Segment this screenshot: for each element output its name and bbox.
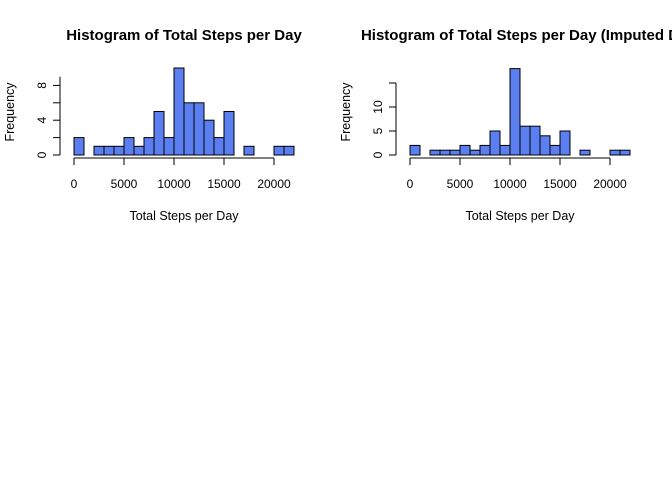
histogram-bar	[529, 125, 541, 156]
histogram-panel-raw: Histogram of Total Steps per Day Frequen…	[3, 27, 302, 223]
y-tick-label: 0	[35, 151, 49, 158]
histogram-bar	[459, 144, 471, 156]
histogram-bar	[243, 145, 255, 156]
histogram-bar	[133, 145, 145, 156]
histogram-bar	[429, 149, 441, 156]
histogram-bar	[223, 111, 235, 156]
histogram-bar	[479, 144, 491, 156]
histogram-bar	[619, 149, 631, 156]
y-axis: 0 4 8	[35, 76, 61, 158]
x-tick-label: 5000	[111, 177, 138, 191]
y-tick-label: 10	[371, 100, 385, 114]
histogram-bar	[519, 125, 531, 156]
y-tick-label: 4	[35, 117, 49, 124]
chart-title: Histogram of Total Steps per Day	[66, 27, 302, 44]
histogram-bar	[123, 137, 135, 156]
histogram-bar	[449, 149, 461, 156]
x-tick-label: 5000	[447, 177, 474, 191]
y-axis-label: Frequency	[3, 82, 17, 142]
y-axis-label: Frequency	[339, 82, 353, 142]
histogram-bar	[579, 149, 591, 156]
x-tick-label: 0	[71, 177, 78, 191]
histogram-bar	[539, 135, 551, 156]
x-axis-label: Total Steps per Day	[465, 209, 575, 223]
x-axis-label: Total Steps per Day	[129, 209, 239, 223]
x-tick-label: 10000	[493, 177, 527, 191]
bars-group	[73, 67, 295, 156]
histogram-bar	[213, 137, 225, 156]
histogram-bar	[559, 130, 571, 156]
chart-title: Histogram of Total Steps per Day (Impute…	[361, 27, 672, 44]
x-tick-label: 20000	[257, 177, 291, 191]
histogram-bar	[183, 102, 195, 156]
histogram-bar	[489, 130, 501, 156]
histogram-bar	[163, 137, 175, 156]
x-tick-label: 10000	[157, 177, 191, 191]
x-tick-label: 15000	[207, 177, 241, 191]
bars-group	[409, 68, 631, 156]
histogram-bar	[283, 145, 295, 156]
histogram-bar	[549, 144, 561, 156]
histogram-bar	[193, 102, 205, 156]
x-tick-label: 20000	[593, 177, 627, 191]
histogram-panel-imputed: Histogram of Total Steps per Day (Impute…	[339, 27, 672, 223]
histogram-bar	[113, 145, 125, 156]
histogram-bar	[143, 137, 155, 156]
histogram-bar	[609, 149, 621, 156]
histogram-bar	[509, 68, 521, 156]
histogram-bar	[93, 145, 105, 156]
histogram-bar	[153, 111, 165, 156]
y-tick-label: 5	[371, 127, 385, 134]
y-tick-label: 0	[371, 151, 385, 158]
y-axis: 0 5 10	[371, 82, 397, 158]
histogram-bar	[439, 149, 451, 156]
x-axis: 0 5000 10000 15000 20000	[71, 157, 291, 191]
histogram-bar	[469, 149, 481, 156]
x-tick-label: 15000	[543, 177, 577, 191]
x-axis: 0 5000 10000 15000 20000	[407, 157, 627, 191]
histogram-bar	[409, 144, 421, 156]
x-tick-label: 0	[407, 177, 414, 191]
histogram-bar	[173, 67, 185, 156]
histogram-bar	[73, 137, 85, 156]
histogram-bar	[273, 145, 285, 156]
histogram-bar	[103, 145, 115, 156]
histogram-bar	[499, 144, 511, 156]
y-tick-label: 8	[35, 82, 49, 89]
histogram-bar	[203, 119, 215, 156]
